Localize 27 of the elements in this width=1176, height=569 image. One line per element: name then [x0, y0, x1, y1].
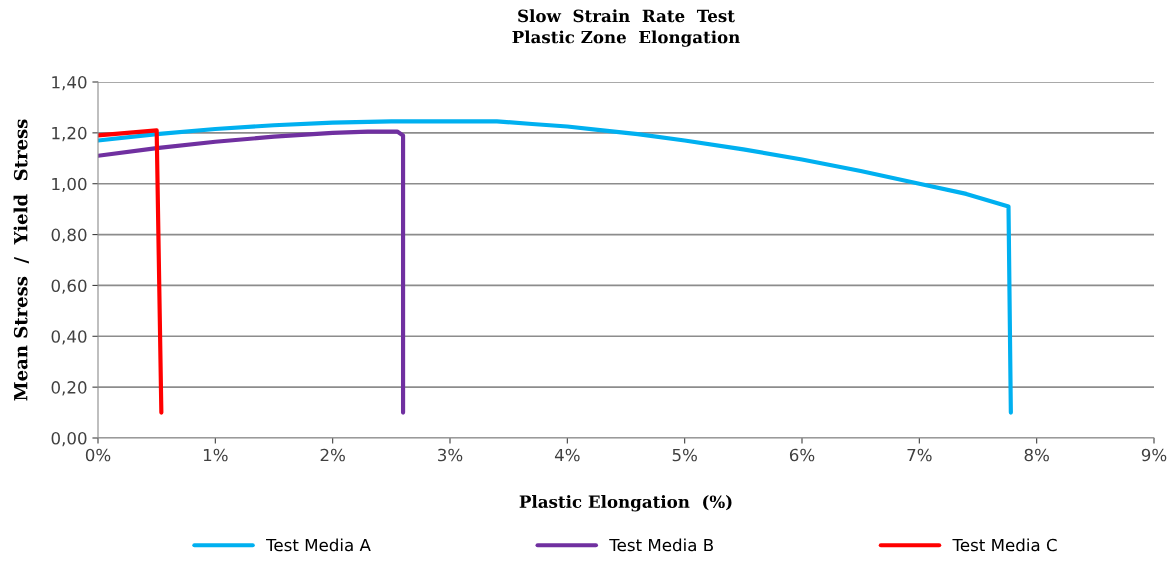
- x-tick-label: 1%: [203, 448, 228, 462]
- x-tick-label: 0%: [85, 448, 111, 462]
- y-axis-title: Mean Stress / Yield Stress: [13, 119, 29, 401]
- legend-label: Test Media C: [952, 538, 1057, 552]
- y-tick-label: 0,00: [51, 431, 87, 447]
- chart-title: Slow Strain Rate Test Plastic Zone Elongation: [512, 9, 740, 47]
- line-series: [98, 128, 164, 415]
- y-tick-label: 1,40: [52, 75, 87, 91]
- line-series: [98, 119, 1013, 415]
- x-tick-label: 8%: [1024, 448, 1049, 462]
- x-tick-label: 4%: [554, 448, 580, 462]
- x-tick-label: 2%: [320, 448, 345, 462]
- y-tick-label: 0,60: [51, 279, 87, 294]
- y-tick-label: 0,20: [51, 381, 87, 396]
- legend-label: Test Media A: [266, 538, 371, 552]
- legend-label: Test Media B: [609, 538, 713, 552]
- x-axis-title: Plastic Elongation (%): [519, 495, 732, 512]
- y-tick-label: 0,80: [51, 228, 87, 243]
- y-tick-label: 1,20: [52, 126, 87, 142]
- x-tick-label: 6%: [789, 448, 815, 462]
- line-series: [98, 129, 406, 415]
- y-tick-label: 1,00: [52, 177, 87, 192]
- x-tick-label: 3%: [438, 448, 463, 462]
- x-tick-label: 7%: [907, 448, 932, 462]
- x-tick-label: 9%: [1141, 448, 1167, 462]
- x-tick-label: 5%: [672, 448, 697, 462]
- y-tick-label: 0,40: [51, 330, 87, 345]
